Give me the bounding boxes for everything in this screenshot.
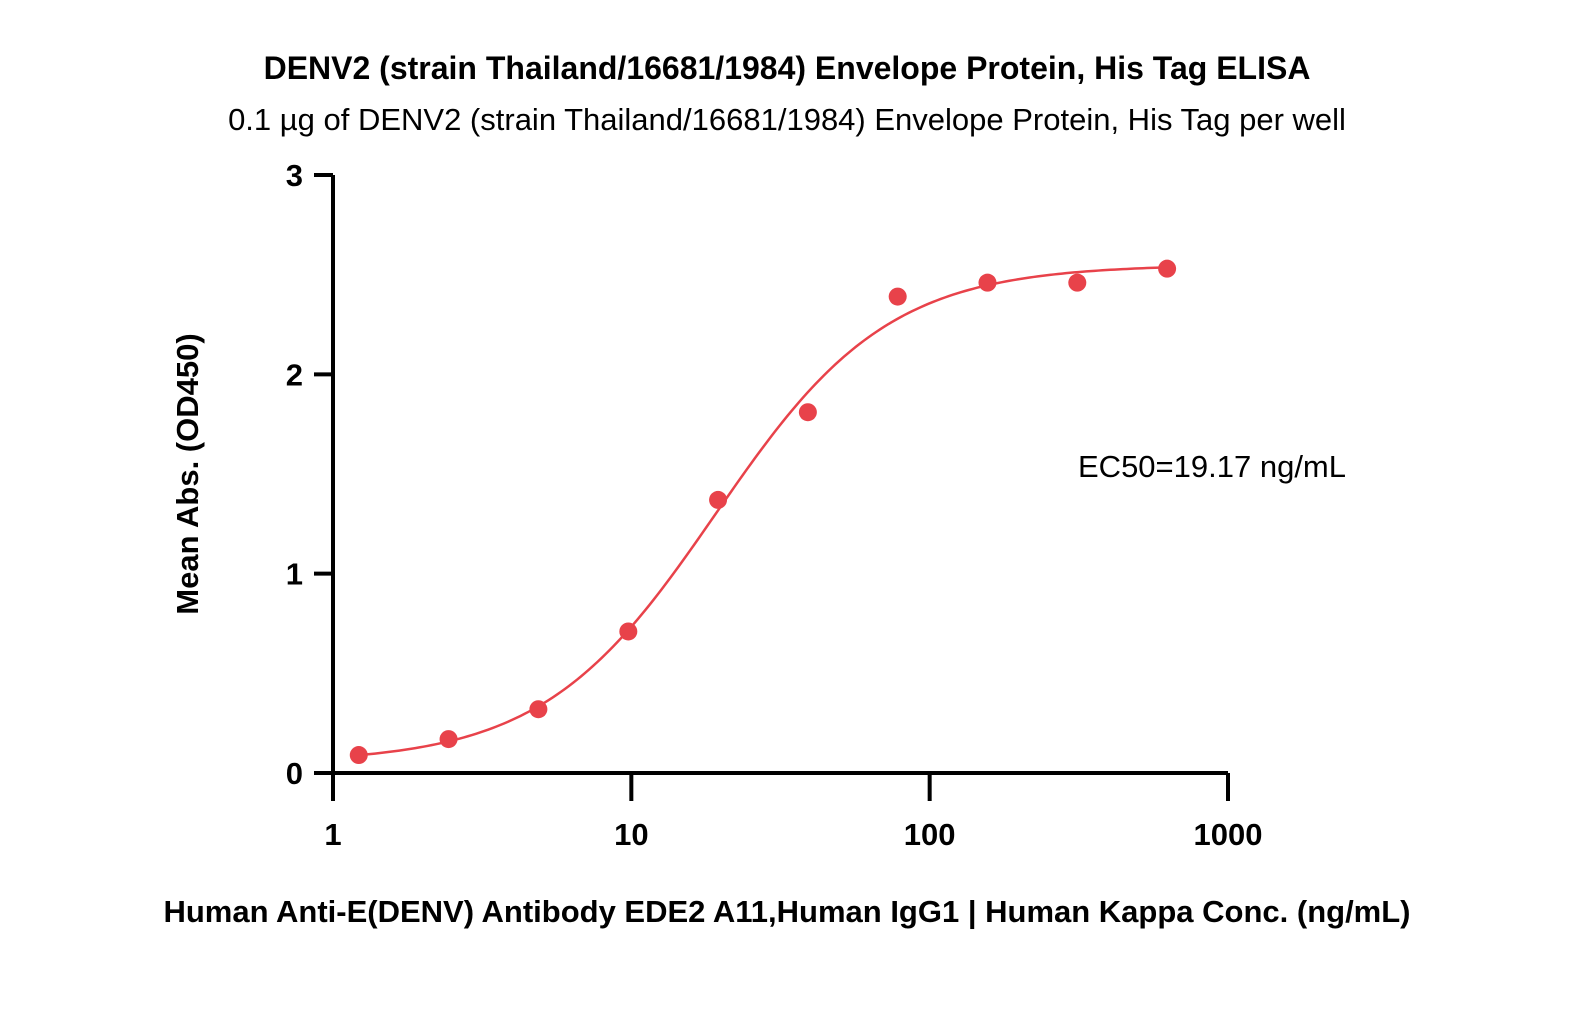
data-point [439, 730, 458, 749]
data-point [798, 403, 817, 422]
x-axis-label: Human Anti-E(DENV) Antibody EDE2 A11,Hum… [163, 894, 1410, 929]
data-point [529, 700, 548, 719]
data-point [978, 273, 997, 292]
data-point [1068, 273, 1087, 292]
chart-title: DENV2 (strain Thailand/16681/1984) Envel… [264, 50, 1311, 86]
ec50-annotation: EC50=19.17 ng/mL [1078, 449, 1346, 484]
fit-curve [358, 266, 1168, 757]
fit-curve-layer [358, 266, 1168, 757]
x-tick-label: 1000 [1194, 817, 1263, 852]
data-point [709, 490, 728, 509]
data-point [349, 746, 368, 765]
y-tick-label: 3 [286, 158, 303, 193]
y-axis: 0 1 2 3 [286, 158, 335, 791]
x-tick-label: 10 [614, 817, 648, 852]
y-axis-label: Mean Abs. (OD450) [170, 333, 205, 614]
data-point [1158, 259, 1177, 278]
y-tick-label: 2 [286, 357, 303, 392]
x-tick-label: 1 [324, 817, 341, 852]
x-tick-label: 100 [904, 817, 956, 852]
data-point [888, 287, 907, 306]
y-tick-label: 0 [286, 756, 303, 791]
data-point [619, 622, 638, 641]
chart-subtitle: 0.1 µg of DENV2 (strain Thailand/16681/1… [228, 102, 1346, 137]
y-tick-label: 1 [286, 557, 303, 592]
data-points [349, 259, 1177, 765]
x-axis: 1 10 100 1000 [324, 771, 1263, 852]
